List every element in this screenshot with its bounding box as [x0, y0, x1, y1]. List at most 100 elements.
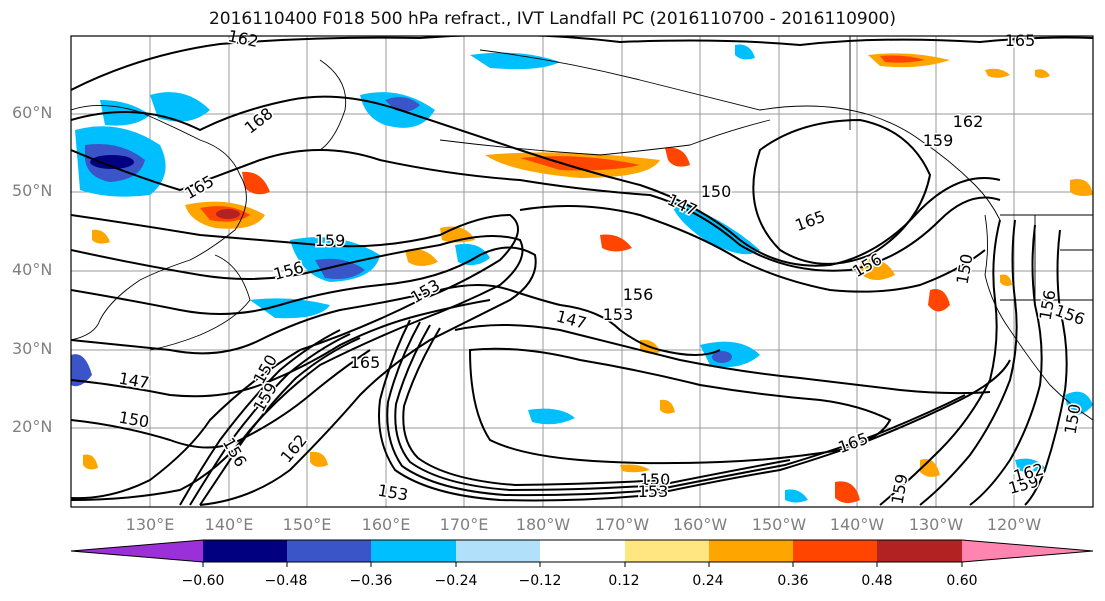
colorbar-tick-label: 0.24 [692, 573, 724, 589]
contour-east-trough-4 [1024, 229, 1068, 506]
colorbar-segment [877, 540, 962, 562]
contour-162-north [71, 36, 1093, 91]
gridlines [71, 36, 1093, 507]
contour-label: 156 [271, 258, 305, 284]
colorbar-tick-label: 0.36 [777, 573, 809, 589]
contour-label: 162 [953, 112, 984, 131]
lon-tick-label: 150°W [751, 515, 807, 534]
lon-tick-label: 170°E [439, 515, 489, 534]
colorbar-tick-label: 0.60 [946, 573, 978, 589]
height-contours [71, 36, 1093, 506]
lon-tick-label: 130°E [125, 515, 175, 534]
contour-label: 159 [923, 131, 954, 150]
positive-anomaly-patch [985, 68, 1010, 78]
negative-anomaly-patch [1015, 458, 1045, 473]
colorbar-segment [540, 540, 625, 562]
contour-label: 159 [315, 231, 346, 250]
contour-label: 162 [226, 26, 260, 51]
na-state-lines [1000, 214, 1093, 301]
negative-anomaly-patch [528, 408, 575, 425]
contour-label: 153 [638, 482, 669, 501]
positive-anomaly-patch [242, 171, 270, 195]
contour-aleutian-low [519, 205, 986, 293]
japan-coast [149, 254, 251, 351]
contour-label: 150 [1061, 402, 1085, 435]
colorbar-tick-label: −0.36 [349, 573, 393, 589]
negative-anomaly-patch [150, 92, 210, 122]
aleutian-chain [439, 119, 771, 156]
colorbar-tick-label: 0.48 [861, 573, 893, 589]
positive-anomaly-patch [835, 481, 860, 504]
negative-anomaly-patch [71, 354, 92, 387]
contour-core-1 [378, 319, 1011, 502]
map-frame [70, 35, 1094, 508]
colorbar-segment [793, 540, 877, 562]
negative-anomaly-patch [455, 243, 490, 266]
contour-label: 165 [350, 353, 381, 372]
lon-tick-label: 140°W [829, 515, 885, 534]
positive-anomaly-patch [1000, 274, 1012, 286]
negative-anomaly-patch [90, 155, 134, 169]
contour-label: 165 [793, 207, 828, 235]
contour-label: 150 [701, 182, 732, 201]
colorbar-extend-max [962, 540, 1093, 562]
colorbar-tick-label: −0.24 [434, 573, 478, 589]
negative-anomaly-patch [1065, 391, 1093, 415]
contour-east-trough-3 [969, 224, 1043, 506]
positive-anomaly-patch [92, 229, 110, 244]
positive-anomaly-patch [665, 147, 690, 167]
contour-159-loop [752, 118, 932, 265]
negative-anomaly-patch [315, 258, 365, 279]
colorbar-tick-label: 0.12 [608, 573, 640, 589]
contour-labels: 1621681651591561501531471501651621591561… [116, 25, 1089, 508]
negative-anomaly-patch [712, 351, 732, 363]
positive-anomaly-patch [405, 248, 438, 266]
lon-tick-label: 120°W [986, 515, 1042, 534]
positive-anomaly-patch [1035, 69, 1050, 78]
lat-tick-label: 60°N [12, 103, 53, 122]
negative-anomaly-patch [785, 489, 808, 503]
lon-tick-label: 130°W [908, 515, 964, 534]
colorbar-segment [203, 540, 287, 562]
positive-anomaly-patch [216, 209, 240, 219]
contour-west-swirl-3 [199, 337, 361, 506]
contour-label: 162 [277, 431, 311, 467]
asia-coast [71, 105, 247, 341]
contour-163 [454, 324, 991, 395]
contour-core-4 [402, 327, 666, 487]
positive-anomaly-patch [83, 454, 98, 470]
positive-anomaly-patch [1070, 179, 1093, 196]
contour-label: 153 [603, 305, 634, 324]
contour-label: 165 [181, 171, 217, 203]
contour-168 [71, 95, 1001, 267]
contour-label: 147 [117, 369, 150, 393]
lon-tick-label: 160°W [672, 515, 728, 534]
positive-anomaly-patch [880, 55, 925, 63]
lat-tick-label: 30°N [12, 339, 53, 358]
lon-tick-label: 180°W [515, 515, 571, 534]
contour-150-south [71, 349, 371, 449]
lon-tick-label: 170°W [594, 515, 650, 534]
lon-tick-label: 160°E [361, 515, 411, 534]
lat-tick-label: 40°N [12, 260, 53, 279]
contour-150 [71, 284, 721, 356]
contour-153 [71, 246, 537, 506]
colorbar-tick-label: −0.48 [264, 573, 308, 589]
positive-anomaly-patch [620, 464, 650, 473]
lat-tick-label: 50°N [12, 181, 53, 200]
contour-label: 153 [376, 481, 409, 505]
contour-label: 156 [1052, 301, 1087, 329]
positive-anomaly-patch [660, 399, 675, 414]
contour-east-trough-1 [879, 219, 1001, 506]
negative-anomaly-patch [250, 298, 330, 319]
contour-core-2 [386, 321, 966, 497]
contour-label: 165 [836, 429, 871, 457]
coastlines [71, 36, 1093, 421]
contour-label: 168 [241, 104, 277, 138]
contour-core-3 [394, 324, 791, 492]
positive-anomaly-patch [310, 451, 328, 467]
lon-tick-label: 150°E [282, 515, 332, 534]
colorbar-segment [287, 540, 371, 562]
contour-west-swirl-1 [179, 329, 341, 506]
